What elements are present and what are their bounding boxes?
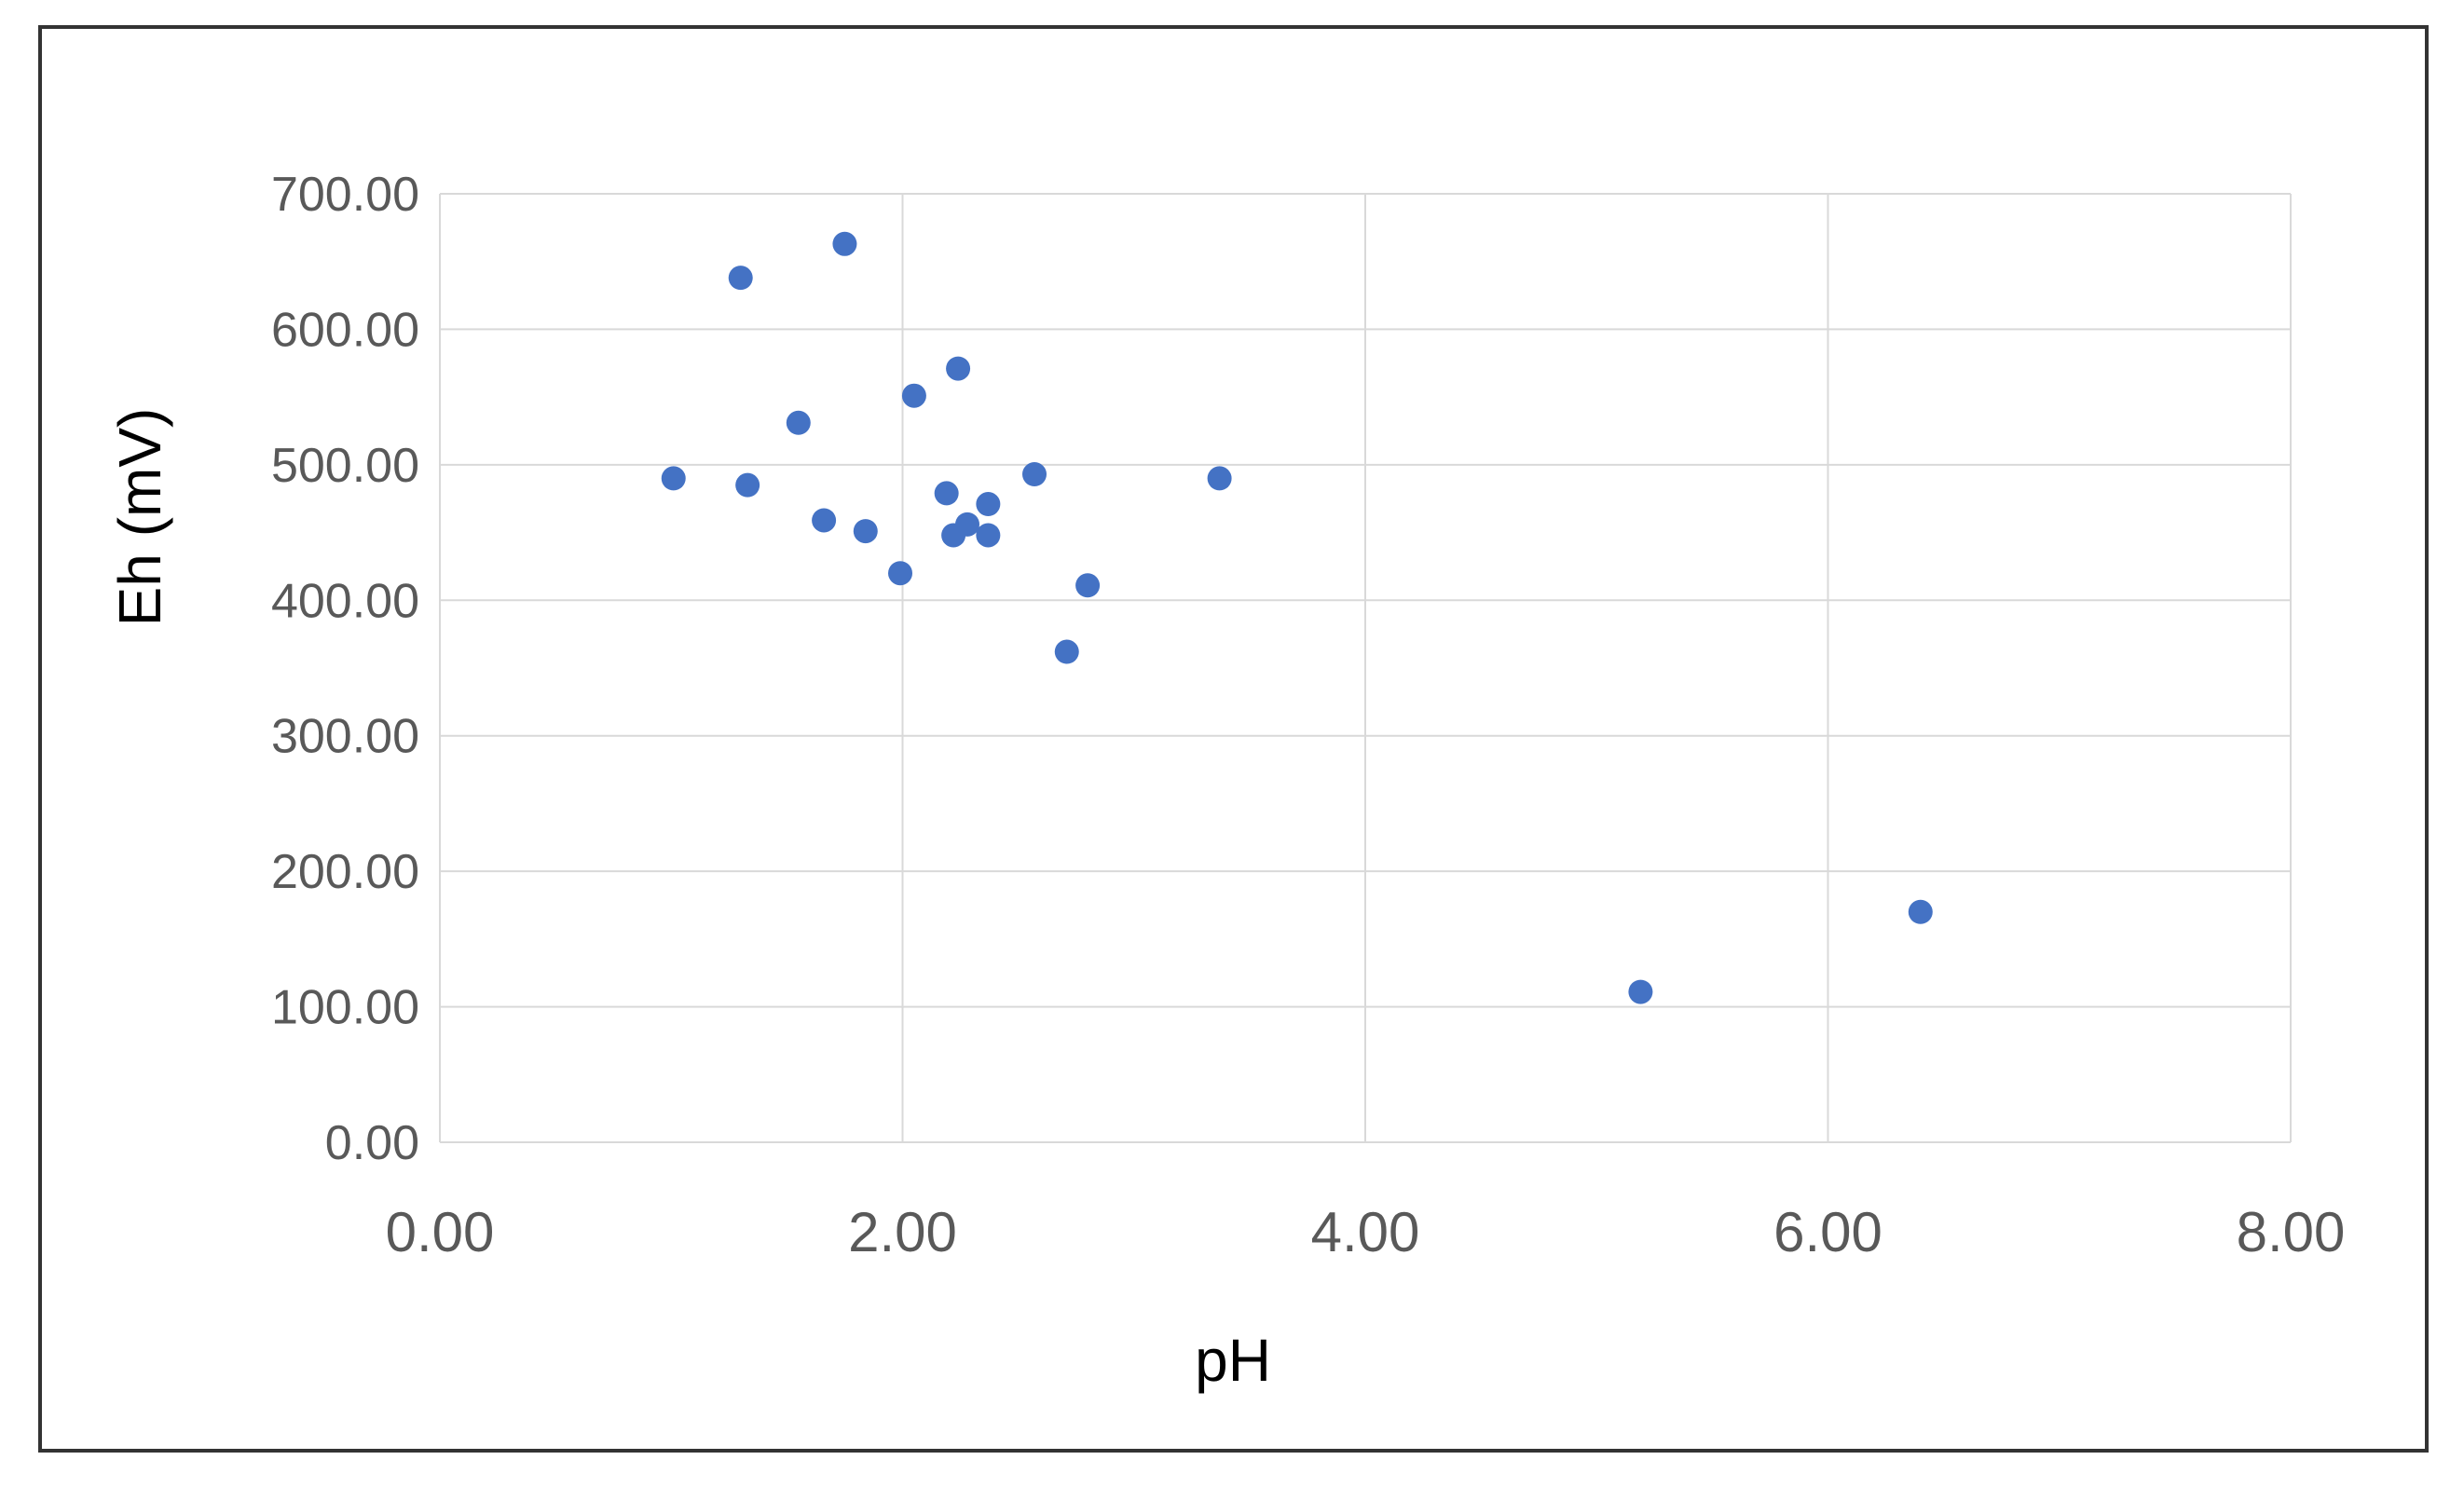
data-point — [901, 383, 926, 408]
y-tick-label: 100.00 — [271, 981, 419, 1035]
data-point — [1908, 899, 1933, 924]
y-axis-title: Eh (mV) — [106, 408, 173, 627]
y-tick-label: 600.00 — [271, 303, 419, 357]
y-tick-label: 400.00 — [271, 574, 419, 628]
data-point — [976, 523, 1001, 548]
data-point — [946, 356, 971, 381]
y-tick-label: 500.00 — [271, 439, 419, 493]
data-point — [888, 561, 913, 586]
data-point — [1022, 462, 1047, 487]
data-point — [976, 492, 1001, 517]
x-axis-title: pH — [1195, 1327, 1271, 1394]
data-point — [735, 472, 760, 498]
data-point — [1054, 639, 1079, 664]
x-tick-label: 6.00 — [1773, 1201, 1882, 1263]
y-tick-label: 0.00 — [325, 1116, 419, 1170]
data-point — [934, 481, 959, 506]
x-axis-tick-labels: 0.00 2.00 4.00 6.00 8.00 — [386, 1201, 2346, 1263]
data-point — [728, 266, 753, 291]
y-tick-label: 700.00 — [271, 168, 419, 222]
gridlines — [439, 193, 2292, 1143]
y-tick-label: 300.00 — [271, 710, 419, 764]
data-points — [661, 231, 1933, 1004]
x-tick-label: 8.00 — [2237, 1201, 2346, 1263]
y-tick-label: 200.00 — [271, 845, 419, 899]
data-point — [1207, 466, 1232, 491]
chart-frame — [38, 25, 2429, 1453]
data-point — [1075, 573, 1101, 598]
x-tick-label: 0.00 — [386, 1201, 495, 1263]
x-tick-label: 2.00 — [848, 1201, 957, 1263]
data-point — [853, 519, 878, 544]
data-point — [1628, 979, 1653, 1004]
data-point — [832, 231, 857, 256]
data-point — [955, 512, 980, 537]
data-point — [661, 466, 686, 491]
data-point — [812, 508, 837, 533]
data-point — [786, 410, 811, 435]
y-axis-tick-labels: 0.00 100.00 200.00 300.00 400.00 500.00 600.00… — [271, 168, 419, 1170]
x-tick-label: 4.00 — [1311, 1201, 1420, 1263]
